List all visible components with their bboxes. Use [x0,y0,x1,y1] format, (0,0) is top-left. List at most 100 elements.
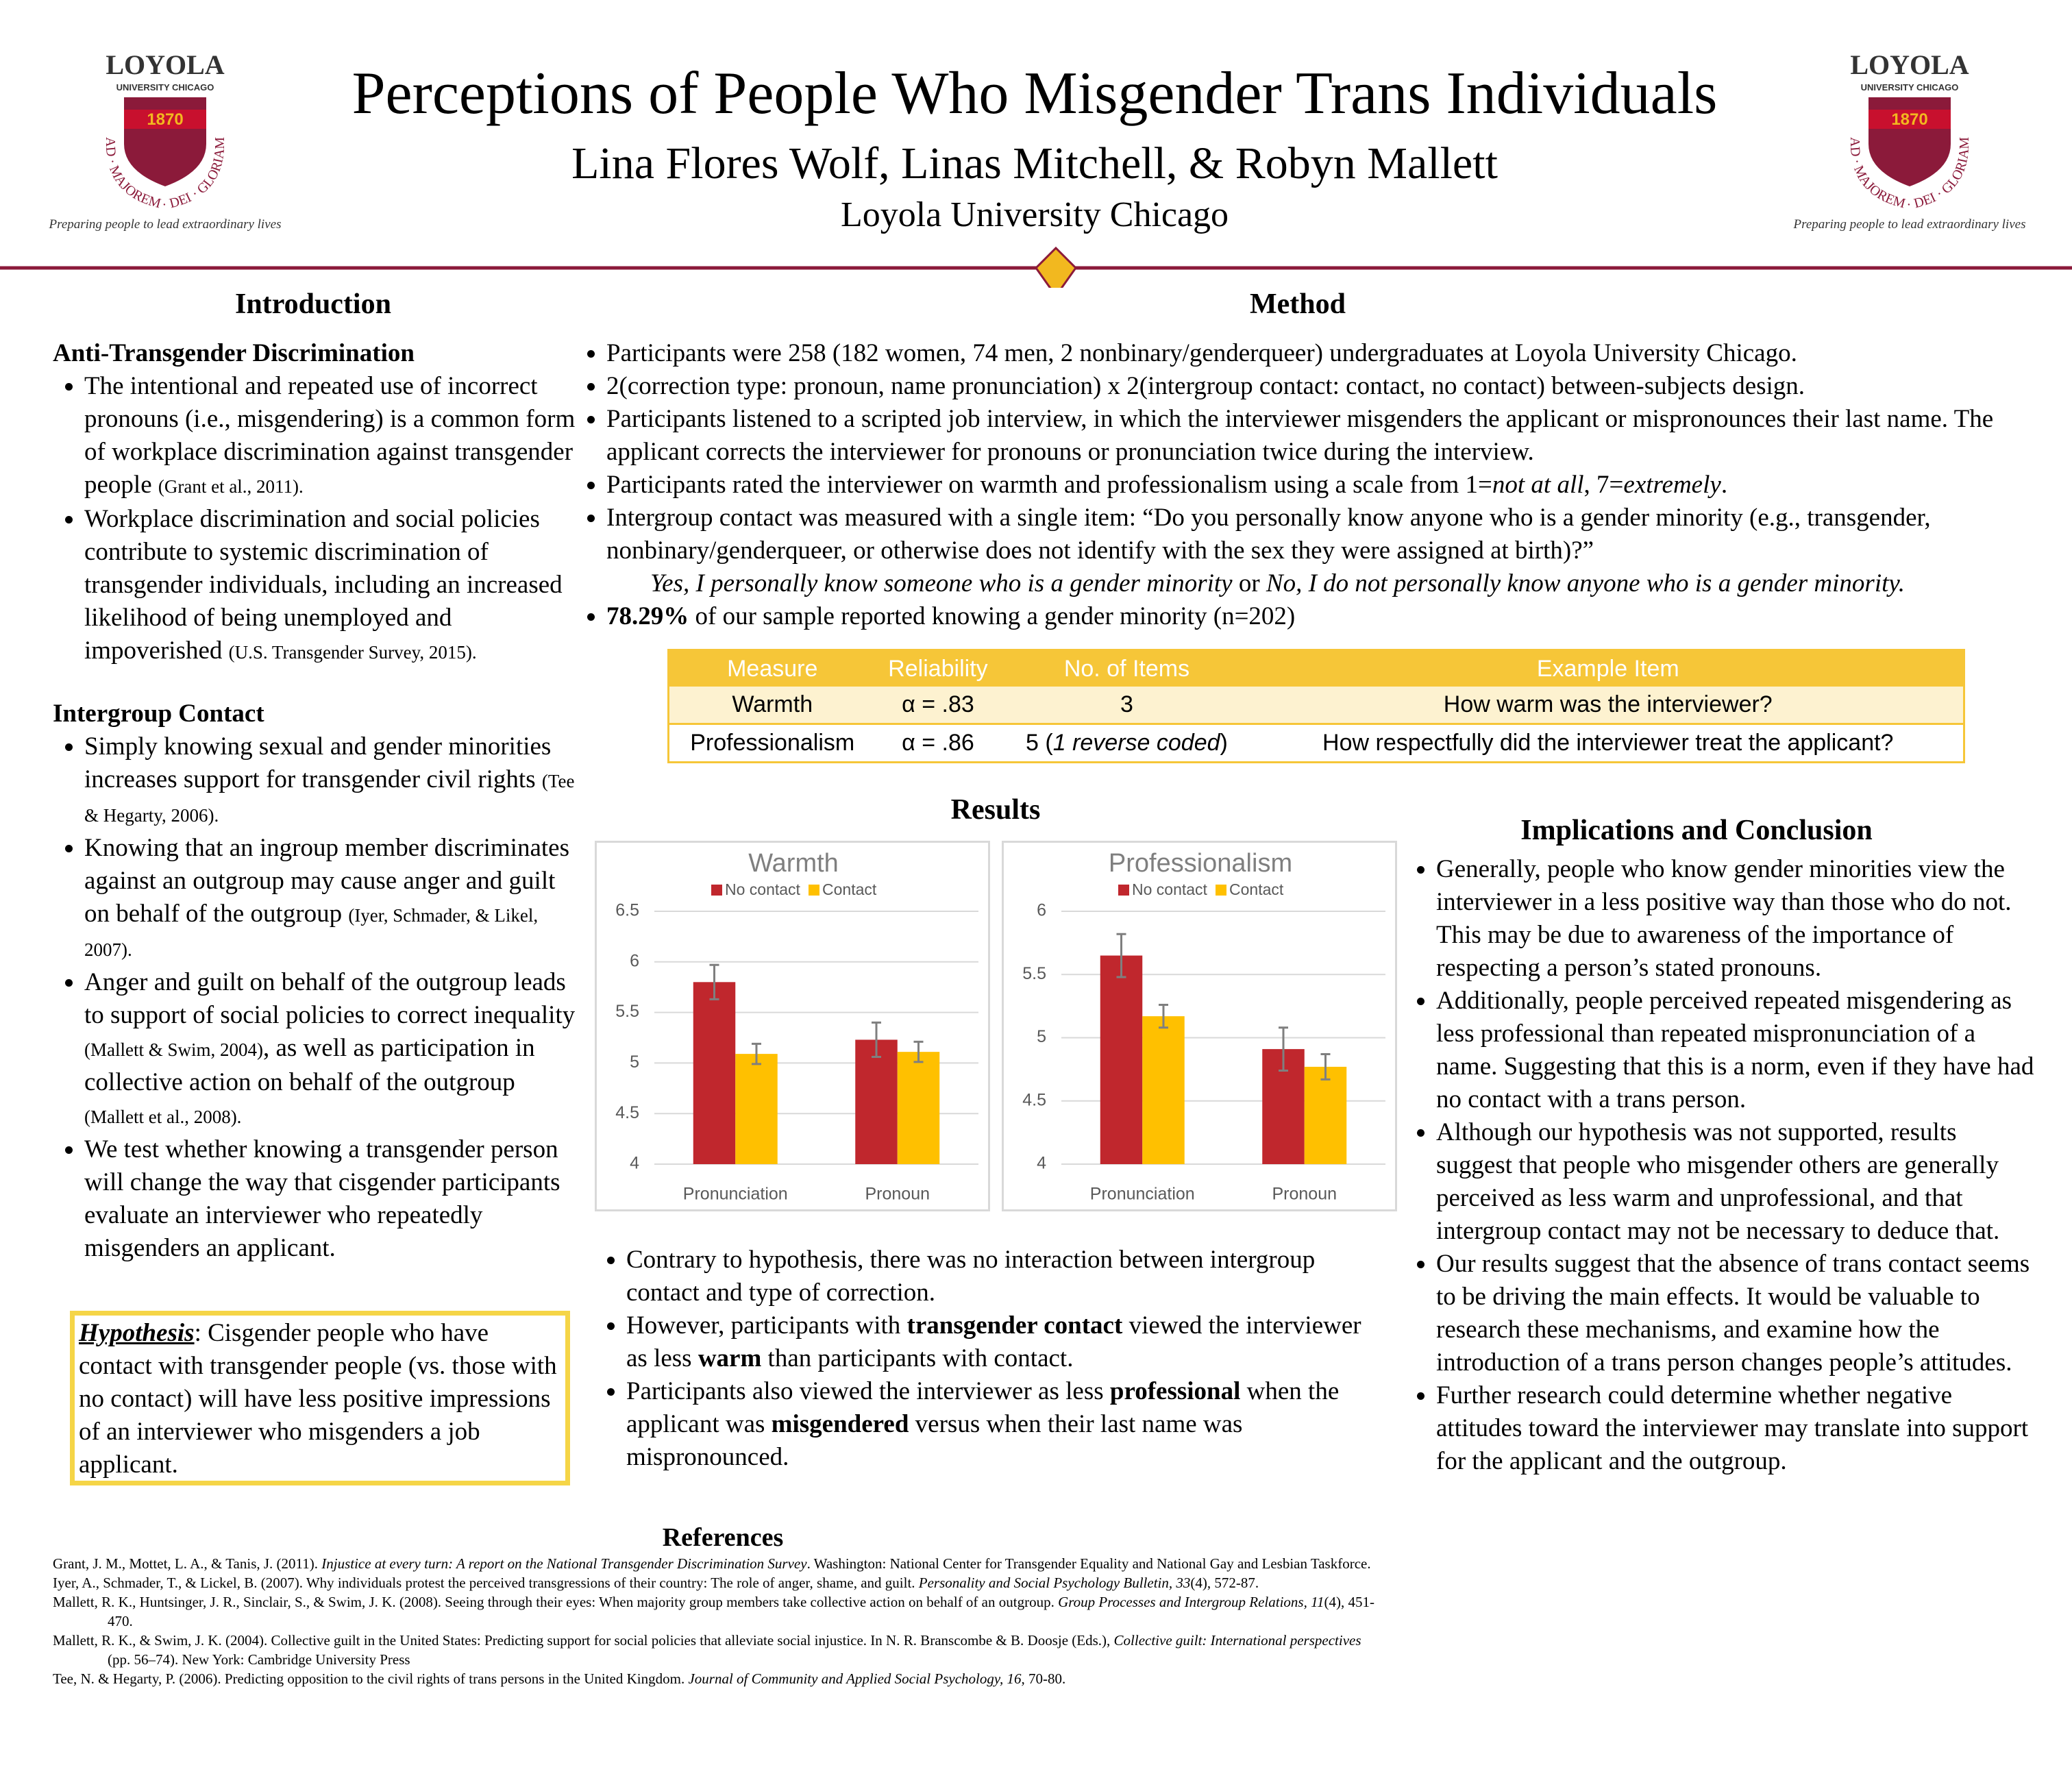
bullet-list: Simply knowing sexual and gender minorit… [53,730,580,1265]
bar [897,1052,940,1164]
table-cell: α = .86 [875,724,1000,763]
text-i: Journal of Community and Applied Social … [688,1670,1022,1687]
logo-name: LOYOLA [1850,49,1969,80]
text: Grant, J. M., Mottet, L. A., & Tanis, J.… [53,1555,322,1572]
bar [735,1054,778,1164]
text: , as well as participation in collective… [84,1034,535,1096]
bullet: We test whether knowing a transgender pe… [84,1133,580,1265]
legend-swatch [1118,885,1129,896]
text-small: (U.S. Transgender Survey, 2015). [228,642,477,663]
text: Knowing that an ingroup member discrimin… [84,834,569,928]
bullet-list: Generally, people who know gender minori… [1405,853,2035,1478]
error-bar [1279,1026,1289,1072]
bar [693,982,736,1164]
text-i: 1 reverse coded [1052,730,1220,756]
bullet: Participants were 258 (182 women, 74 men… [606,337,2034,370]
text: α = .86 [902,730,974,756]
bullet: Further research could determine whether… [1436,1379,2035,1478]
results: Contrary to hypothesis, there was no int… [595,1244,1383,1503]
table-cell: Warmth [668,687,876,725]
text: Further research could determine whether… [1436,1381,2029,1475]
text: Workplace discrimination and social poli… [84,505,563,665]
y-tick-label: 5.5 [615,1002,639,1021]
text: , 70-80. [1021,1670,1066,1687]
text: Professionalism [690,730,855,756]
logo-sub: UNIVERSITY CHICAGO [116,82,214,92]
bullet: Intergroup contact was measured with a s… [606,502,2034,567]
legend-swatch [711,885,722,896]
section-heading: Introduction [235,288,391,320]
text: of our sample reported knowing a gender … [689,602,1296,630]
text: Tee, N. & Hegarty, P. (2006). Predicting… [53,1670,689,1687]
text: Participants listened to a scripted job … [606,405,1994,466]
bullet: However, participants with transgender c… [626,1309,1383,1375]
chart-title: Professionalism [1109,849,1292,878]
text: Our results suggest that the absence of … [1436,1250,2030,1377]
logo-year: 1870 [1891,110,1927,129]
text: or [1232,569,1266,597]
error-bar [709,963,719,1000]
column-header: Measure [668,650,876,687]
text: We test whether knowing a transgender pe… [84,1135,560,1262]
text: (4), 451-470. [108,1594,1375,1629]
error-bar [1116,933,1126,978]
logo-band [124,110,206,129]
bullet-list: The intentional and repeated use of inco… [53,370,580,669]
text-i: not at all [1492,471,1584,499]
text: versus when their last name was misprono… [626,1410,1243,1471]
text: 2(correction type: pronoun, name pronunc… [606,372,1805,400]
text-i: No, I do not personally know anyone who … [1266,569,1906,597]
bullet-list: 78.29% of our sample reported knowing a … [575,600,2034,633]
text: Additionally, people perceived repeated … [1436,987,2034,1113]
bullet-list: Participants were 258 (182 women, 74 men… [575,337,2034,567]
text: Generally, people who know gender minori… [1436,855,2012,982]
reference: Tee, N. & Hegarty, P. (2006). Predicting… [53,1669,1385,1688]
table-header-row: Measure Reliability No. of Items Example It… [668,650,1964,687]
table-cell: 3 [1000,687,1253,725]
x-tick-label: Pronunciation [683,1185,788,1204]
text: (4), 572-87. [1190,1575,1259,1591]
text: Participants were 258 (182 women, 74 men… [606,339,1797,367]
references: Grant, J. M., Mottet, L. A., & Tanis, J.… [53,1554,1385,1688]
x-tick-label: Pronoun [1272,1185,1337,1204]
hypothesis-box: Hypothesis: Cisgender people who have co… [70,1311,570,1485]
text-i: Yes, I personally know someone who is a … [650,569,1233,597]
text-i: extremely [1623,471,1721,499]
text: when the applicant was [626,1377,1340,1438]
text-i: Group Processes and Intergroup Relations… [1058,1594,1324,1610]
text: Contrary to hypothesis, there was no int… [626,1246,1316,1307]
text: However, participants with [626,1311,907,1340]
text: Intergroup contact was measured with a s… [606,504,1931,565]
text: The intentional and repeated use of inco… [84,372,576,499]
column-header: Reliability [875,650,1001,687]
table-cell: 5 (1 reverse coded) [1000,724,1253,763]
bar [855,1039,898,1164]
bullet: Participants also viewed the interviewer… [626,1375,1383,1474]
bar [1304,1066,1347,1164]
bullet: Anger and guilt on behalf of the outgrou… [84,966,580,1133]
hypothesis-text: : Cisgender people who have contact with… [79,1319,557,1479]
bullet: The intentional and repeated use of inco… [84,370,580,503]
text-small: (Grant et al., 2011). [158,476,304,497]
text-i: Collective guilt: International perspect… [1113,1632,1361,1649]
logo-tagline: Preparing people to lead extraordinary l… [1793,217,2026,232]
text: . Washington: National Center for Transg… [806,1555,1371,1572]
reference: Iyer, A., Schmader, T., & Lickel, B. (20… [53,1573,1385,1592]
section-heading: Method [1250,288,1346,320]
text: Participants also viewed the interviewer… [626,1377,1110,1405]
table-row: Warmth α = .83 3 How warm was the interview… [668,687,1964,725]
text: Iyer, A., Schmader, T., & Lickel, B. (20… [53,1575,919,1591]
measures-table: Measure Reliability No. of Items Example It… [667,649,1965,763]
text: ) [1220,730,1228,756]
text: , 7= [1583,471,1624,499]
reference: Grant, J. M., Mottet, L. A., & Tanis, J.… [53,1554,1385,1573]
text: How warm was the interviewer? [1443,691,1773,717]
bullet: Generally, people who know gender minori… [1436,853,2035,985]
affiliation: Loyola University Chicago [841,195,1229,234]
text-b: misgendered [771,1410,909,1438]
logo-year: 1870 [147,110,183,129]
legend-label: Contact [1229,880,1284,898]
bullet: Simply knowing sexual and gender minorit… [84,730,580,832]
